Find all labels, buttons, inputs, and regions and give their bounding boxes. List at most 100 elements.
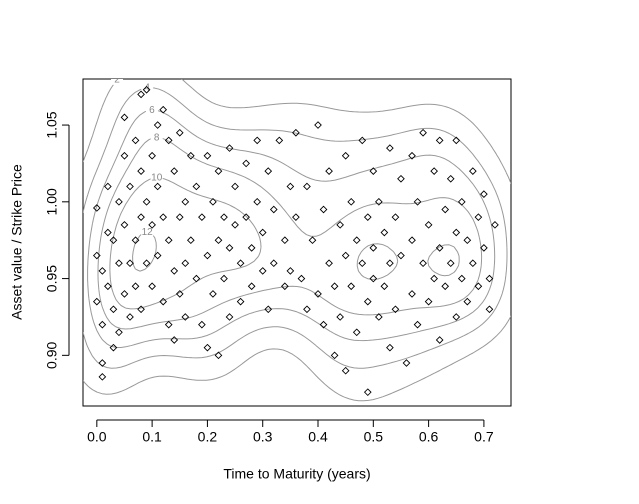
point [242,159,250,168]
point [408,151,416,160]
point [164,236,173,245]
point [446,259,455,268]
point [347,197,356,206]
point [446,174,455,183]
point [148,151,156,160]
point [192,274,201,283]
contour-label-bg [150,172,163,183]
x-axis-label: Time to Maturity (years) [223,466,370,482]
point [480,190,488,198]
point [175,290,184,298]
point [330,282,339,291]
point [347,282,356,291]
point [269,259,278,268]
point [164,320,173,329]
point [186,151,195,160]
point [474,282,483,291]
point [153,182,162,191]
point [452,136,461,145]
point [142,85,151,94]
point [330,351,339,360]
point [175,128,184,137]
point [430,274,438,283]
point [115,197,123,206]
point [397,251,405,260]
point [286,182,295,191]
x-tick-label: 0.2 [198,429,218,445]
contour-line [83,79,511,402]
point [375,313,383,321]
point [369,167,378,175]
point [92,297,101,306]
point [336,313,344,321]
point [280,236,289,245]
point [341,251,350,260]
point [258,267,267,275]
point [303,182,311,191]
point [220,274,228,283]
point [104,182,112,191]
point [104,282,112,291]
y-axis-label: Asset value / Strike Price [9,164,25,320]
point [363,297,372,306]
point [424,297,433,306]
point [463,297,472,306]
point [480,244,488,252]
point [109,305,118,314]
point [98,359,107,367]
point [153,121,162,129]
point [120,151,129,160]
point [120,221,129,229]
point [314,121,322,129]
point [203,151,212,160]
x-tick-label: 0.4 [308,429,328,445]
point [220,213,228,222]
point [98,320,107,329]
point [225,144,234,152]
contours: 2 4 6 8 10 12 [83,75,511,402]
point [148,282,156,291]
point [491,221,499,229]
point [181,313,190,321]
point [325,167,333,175]
point [126,182,134,191]
point [363,388,372,397]
point [358,259,367,268]
point [386,343,394,352]
point [269,205,278,214]
x-tick-label: 0.0 [87,429,107,445]
point [435,336,444,344]
contour-label: 12 [142,227,154,238]
point [170,336,179,344]
point [231,221,239,229]
point [253,197,262,206]
point [247,282,256,291]
point [375,197,383,206]
contour-label-bg [141,82,154,93]
point [435,244,444,252]
point [214,236,223,245]
point [181,197,190,206]
point [98,372,107,381]
point [214,167,223,175]
point [159,297,168,306]
point [109,343,118,352]
point [153,251,162,260]
point [292,128,300,137]
point [115,259,123,268]
contour-label: 2 [114,75,120,86]
point [369,274,378,283]
point [303,305,311,314]
point [413,197,422,206]
point [159,105,168,114]
point [441,282,450,291]
point [463,236,472,245]
point [164,136,173,145]
point [142,259,151,268]
point [214,351,223,360]
y-tick-label: 0.90 [44,342,60,369]
point [380,282,389,291]
point [225,244,234,252]
